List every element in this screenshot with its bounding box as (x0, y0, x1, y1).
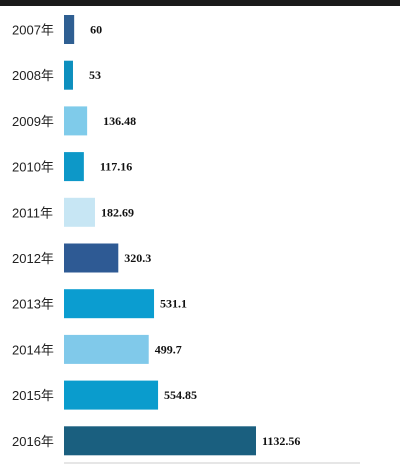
bar (64, 380, 159, 410)
bar (64, 289, 155, 319)
category-label: 2009年 (12, 114, 54, 129)
value-label: 182.69 (101, 205, 134, 219)
bar (64, 243, 119, 273)
value-label: 117.16 (100, 160, 132, 174)
category-label: 2007年 (12, 23, 54, 38)
bar (64, 60, 73, 90)
bar (64, 334, 149, 364)
category-label: 2015年 (12, 388, 54, 403)
category-label: 2012年 (12, 251, 54, 266)
category-label: 2010年 (12, 160, 54, 175)
category-label: 2011年 (12, 205, 53, 220)
bar (64, 152, 84, 182)
bar (64, 106, 88, 136)
value-label: 554.85 (164, 388, 197, 402)
category-label: 2014年 (12, 342, 54, 357)
category-label: 2013年 (12, 297, 54, 312)
value-label: 320.3 (124, 251, 151, 265)
bar (64, 426, 256, 456)
value-label: 531.1 (160, 297, 187, 311)
bar (64, 197, 95, 227)
baseline-rule (64, 462, 360, 464)
category-label: 2016年 (12, 434, 54, 449)
value-label: 53 (89, 68, 101, 82)
value-label: 136.48 (103, 114, 136, 128)
category-label: 2008年 (12, 68, 54, 83)
value-label: 499.7 (155, 342, 182, 356)
bar (64, 15, 75, 44)
value-label: 60 (90, 23, 102, 37)
top-header-strip (0, 0, 400, 6)
value-label: 1132.56 (262, 434, 300, 448)
